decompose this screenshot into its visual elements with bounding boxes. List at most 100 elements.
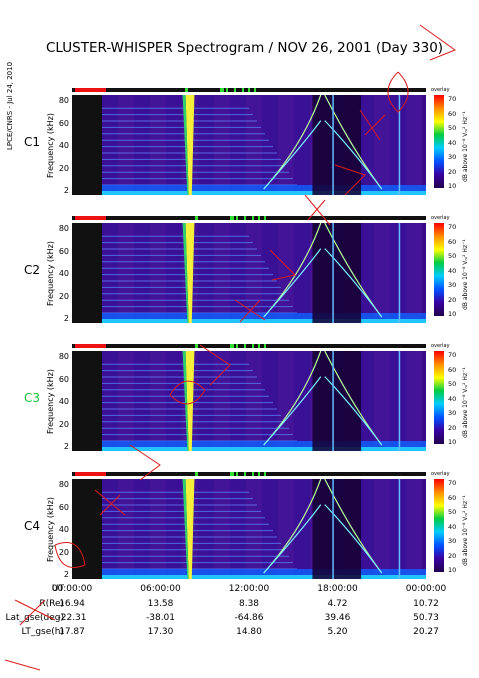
y-tick-label: 2 xyxy=(63,186,69,195)
noise-band xyxy=(198,479,214,579)
noise-band xyxy=(134,95,150,195)
y-tick-label: 80 xyxy=(58,96,69,105)
event-marker xyxy=(230,216,232,220)
spectrogram-panel: overlay C1 Frequency (kHz) 80 60 40 20 2 70 60 50 4… xyxy=(0,87,479,198)
chart-title: CLUSTER-WHISPER Spectrogram / NOV 26, 20… xyxy=(46,40,444,56)
dark-region xyxy=(312,223,362,323)
event-marker xyxy=(234,88,236,92)
ephemeris-value: 39.46 xyxy=(324,613,351,623)
ephemeris-value: 8.38 xyxy=(238,599,260,609)
colorbar-tick-label: 60 xyxy=(448,365,457,374)
colorbar xyxy=(434,351,444,444)
colorbar xyxy=(434,95,444,188)
ephemeris-table: UT 00:00:00 06:00:00 12:00:00 18:00:00 00:00:… xyxy=(6,584,447,664)
low-freq-band xyxy=(102,185,426,195)
noise-band xyxy=(262,95,278,195)
event-marker xyxy=(222,88,224,92)
noise-band xyxy=(262,479,278,579)
x-tick-label: 00:00:00 xyxy=(405,584,447,594)
noise-band xyxy=(198,223,214,323)
noise-band xyxy=(230,351,246,451)
noise-band xyxy=(214,479,230,579)
noise-band xyxy=(214,351,230,451)
data-coverage-bar xyxy=(72,216,426,220)
colorbar-tick-label: 40 xyxy=(448,394,457,403)
colorbar-tick-label: 10 xyxy=(448,182,457,190)
mode-marker xyxy=(75,88,106,92)
spectrogram-svg xyxy=(72,223,426,323)
spectrogram-panel: overlay C4 Frequency (kHz) 80 60 40 20 2 70 60 50 4… xyxy=(0,471,479,582)
x-tick-label: 00:00:00 xyxy=(51,584,93,594)
noise-band xyxy=(198,351,214,451)
satellite-label: C3 xyxy=(24,391,41,405)
event-marker xyxy=(244,472,246,476)
noise-band xyxy=(118,479,134,579)
satellite-label: C2 xyxy=(24,263,41,277)
noise-band xyxy=(358,223,374,323)
noise-band xyxy=(406,351,422,451)
colorbar-tick-label: 20 xyxy=(448,295,457,304)
colorbar-top-label: overlay xyxy=(431,471,450,477)
event-marker xyxy=(252,472,254,476)
noise-band xyxy=(278,351,294,451)
colorbar-top-label: overlay xyxy=(431,215,450,221)
ephemeris-value: -22.31 xyxy=(57,613,87,623)
colorbar-tick-label: 20 xyxy=(448,551,457,560)
event-marker xyxy=(232,344,234,348)
event-marker xyxy=(264,216,266,220)
noise-band xyxy=(102,479,118,579)
broadband-emission xyxy=(185,479,195,579)
y-tick-label: 20 xyxy=(58,163,69,173)
low-freq-band-bright xyxy=(102,447,426,451)
spectrogram-panel: overlay C3 Frequency (kHz) 80 60 40 20 2 70 60 50 4… xyxy=(0,343,479,454)
noise-band xyxy=(246,95,262,195)
ephemeris-row-name: Lat_gse(deg) xyxy=(5,613,64,623)
colorbar-tick-label: 50 xyxy=(448,380,457,388)
ephemeris-value: -38.01 xyxy=(145,613,176,623)
noise-band xyxy=(278,479,294,579)
noise-band xyxy=(230,223,246,323)
spectrogram-image xyxy=(72,351,426,451)
noise-band xyxy=(406,223,422,323)
ephemeris-value: 14.80 xyxy=(236,627,262,637)
noise-band xyxy=(150,223,166,323)
noise-band xyxy=(134,223,150,323)
noise-band xyxy=(278,223,294,323)
colorbar-tick-label: 40 xyxy=(448,266,457,275)
y-tick-label: 80 xyxy=(58,352,69,361)
noise-band xyxy=(390,479,406,579)
low-freq-band xyxy=(102,569,426,579)
noise-band xyxy=(166,479,182,579)
data-gap xyxy=(72,351,102,451)
colorbar xyxy=(434,223,444,316)
colorbar-tick-label: 40 xyxy=(448,522,457,531)
noise-band xyxy=(198,95,214,195)
plasma-frequency-trace xyxy=(263,248,383,318)
colorbar-tick-label: 50 xyxy=(448,124,457,132)
event-marker xyxy=(254,88,256,92)
colorbar-gradient xyxy=(434,95,444,188)
event-marker xyxy=(258,344,260,348)
colorbar-tick-label: 10 xyxy=(448,566,457,574)
ephemeris-value: 4.72 xyxy=(327,599,348,609)
y-tick-label: 20 xyxy=(58,419,69,429)
y-tick-label: 20 xyxy=(58,547,69,557)
event-marker xyxy=(230,344,232,348)
colorbar-label: dB above 10⁻⁸ Vₘ² Hz⁻¹ xyxy=(462,111,469,182)
y-tick-label: 80 xyxy=(58,480,69,489)
broadband-emission-edge xyxy=(182,479,189,579)
broadband-emission-edge xyxy=(182,95,189,195)
y-tick-label: 2 xyxy=(63,314,69,323)
colorbar-tick-label: 10 xyxy=(448,310,457,318)
low-freq-band xyxy=(102,441,426,451)
low-freq-band-bright xyxy=(102,575,426,579)
colorbar-tick-label: 40 xyxy=(448,138,457,147)
event-marker xyxy=(195,472,198,476)
noise-band xyxy=(374,223,390,323)
ephemeris-value: 16.94 xyxy=(59,599,85,609)
plasma-frequency-trace xyxy=(263,376,383,446)
noise-band xyxy=(246,479,262,579)
noise-band xyxy=(262,351,278,451)
dark-region xyxy=(312,479,362,579)
event-marker xyxy=(195,216,198,220)
